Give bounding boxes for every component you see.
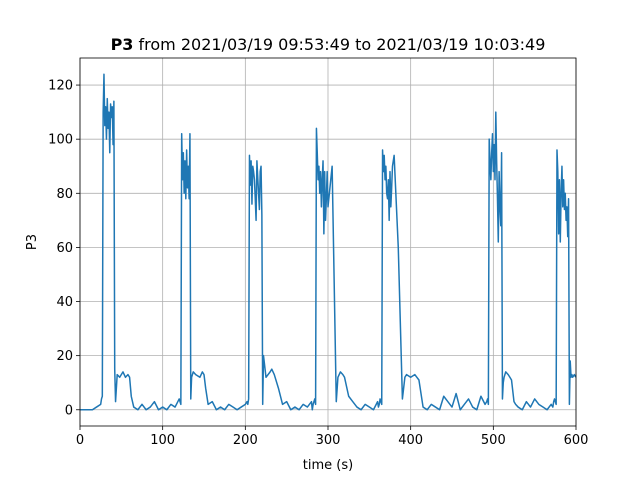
x-tick-label: 500 [481, 433, 506, 448]
chart-title-rest: from 2021/03/19 09:53:49 to 2021/03/19 1… [133, 35, 545, 54]
plot-area [80, 73, 576, 411]
chart-title-bold: P3 [111, 35, 134, 54]
x-tick-label: 400 [398, 433, 423, 448]
x-axis: 0 100 200 300 400 500 600 [76, 426, 589, 448]
y-tick-label: 100 [48, 133, 73, 148]
y-tick-label: 20 [56, 349, 73, 364]
y-tick-label: 80 [56, 187, 73, 202]
x-axis-label: time (s) [303, 458, 353, 473]
chart-title: P3 from 2021/03/19 09:53:49 to 2021/03/1… [111, 35, 546, 54]
x-tick-label: 300 [316, 433, 341, 448]
y-tick-label: 120 [48, 79, 73, 94]
x-tick-label: 100 [150, 433, 175, 448]
y-tick-label: 60 [56, 241, 73, 256]
y-tick-label: 0 [65, 403, 73, 418]
y-axis: 0 20 40 60 80 100 120 [48, 79, 80, 418]
y-tick-label: 40 [56, 295, 73, 310]
x-tick-label: 200 [233, 433, 258, 448]
x-tick-label: 0 [76, 433, 84, 448]
series-line-1 [80, 73, 576, 411]
x-tick-label: 600 [564, 433, 589, 448]
y-axis-label: P3 [25, 234, 40, 250]
grid [79, 58, 577, 426]
